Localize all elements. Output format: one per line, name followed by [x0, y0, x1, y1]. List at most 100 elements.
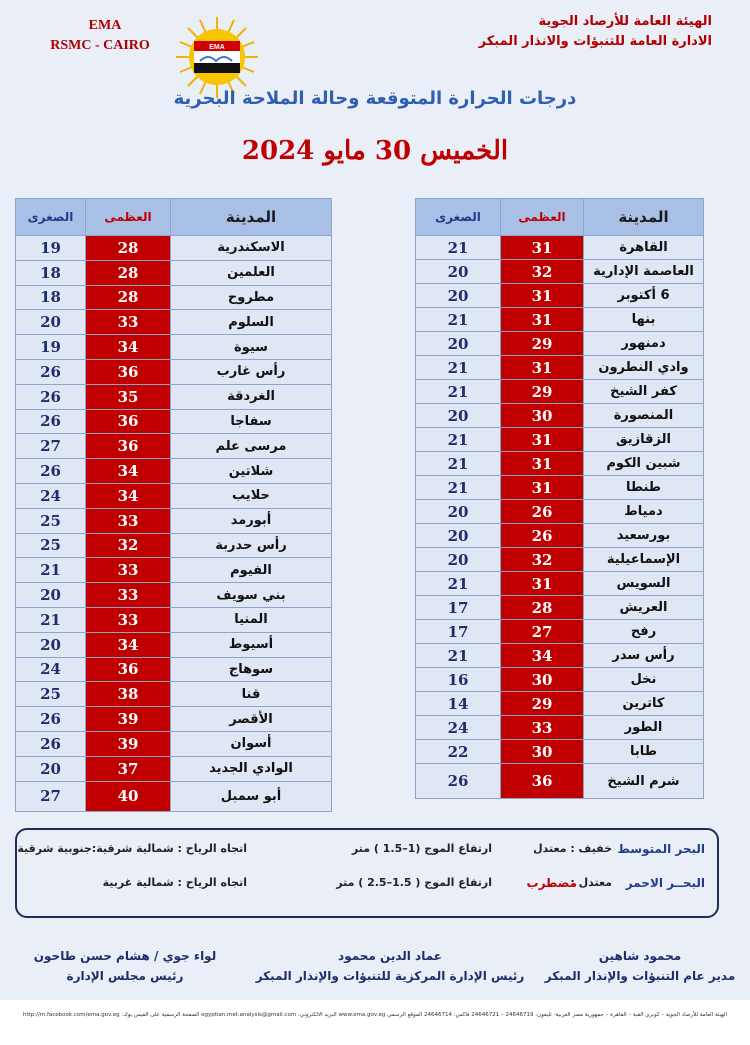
table-cell: دمياط [583, 499, 704, 524]
logo: EMA [176, 17, 258, 98]
table-row: رفح 27 17 [415, 619, 704, 644]
header-row: المدينة العظمى الصغرى [15, 198, 332, 236]
table-cell: سيوة [170, 334, 332, 360]
table-cell: 33 [85, 557, 171, 584]
table-cell: كفر الشيخ [583, 379, 704, 404]
table-row: رأس حدربة 32 25 [15, 532, 332, 559]
table-cell: 34 [85, 334, 171, 360]
column-header: الصغرى [15, 198, 86, 236]
table-cell: 37 [85, 755, 171, 782]
table-cell: 20 [415, 259, 501, 284]
table-cell: 25 [15, 532, 86, 559]
table-cell: 33 [85, 507, 171, 534]
table-row: دمنهور 29 20 [415, 331, 704, 356]
table-cell: 32 [500, 547, 584, 572]
table-cell: 33 [85, 309, 171, 336]
header-row: المدينة العظمى الصغرى [415, 198, 704, 236]
table-cell: 32 [500, 259, 584, 284]
column-header: الصغرى [415, 198, 501, 236]
table-cell: 34 [85, 458, 171, 484]
footer: الهيئة العامة للأرصاد الجوية – كوبري الق… [23, 1012, 727, 1018]
sea-name: البحــر الاحمر [625, 876, 705, 890]
table-cell: 26 [15, 706, 86, 732]
table-cell: السلوم [170, 309, 332, 336]
signature: لواء جوي / هشام حسن طاحون رئيس مجلس الإدا… [20, 946, 230, 986]
table-cell: 36 [85, 358, 171, 385]
table-cell: دمنهور [583, 331, 704, 356]
table-cell: 29 [500, 691, 584, 716]
table-cell: 25 [15, 681, 86, 708]
table-row: أبورمد 33 25 [15, 507, 332, 534]
table-row: وادي النطرون 31 21 [415, 355, 704, 380]
table-row: كفر الشيخ 29 21 [415, 379, 704, 404]
sig-name: محمود شاهين [598, 949, 682, 963]
table-cell: 24 [15, 656, 86, 683]
table-cell: 18 [15, 259, 86, 286]
sig-name: لواء جوي / هشام حسن طاحون [33, 949, 217, 963]
table-cell: 27 [15, 433, 86, 460]
table-row: سيوة 34 19 [15, 334, 332, 360]
table-cell: 27 [500, 619, 584, 644]
table-cell: 38 [85, 681, 171, 708]
table-cell: وادي النطرون [583, 355, 704, 380]
table-cell: بورسعيد [583, 523, 704, 548]
table-cell: 26 [15, 358, 86, 385]
table-cell: 20 [415, 331, 501, 356]
table-cell: 26 [415, 763, 501, 799]
table-cell: 27 [15, 780, 86, 812]
table-cell: 31 [500, 571, 584, 596]
table-row: قنا 38 25 [15, 681, 332, 708]
table-cell: أبو سمبل [170, 780, 332, 812]
table-cell: 36 [85, 408, 171, 435]
table-cell: رأس حدربة [170, 532, 332, 559]
sea-wind: اتجاه الرياح : شمالية شرقية:جنوبية شرقية [17, 842, 247, 855]
table-row: طابا 30 22 [415, 739, 704, 764]
table-row: الغردقة 35 26 [15, 383, 332, 410]
table-row: الأقصر 39 26 [15, 706, 332, 732]
page-body: EMA RSMC - CAIRO EMA الهيئة العامة للأرص… [0, 0, 750, 1000]
table-cell: 19 [15, 235, 86, 261]
table-cell: 34 [500, 643, 584, 668]
table-cell: الطور [583, 715, 704, 740]
table-cell: أبورمد [170, 507, 332, 534]
table-cell: 30 [500, 667, 584, 692]
sea-wave: ارتفاع الموج ( 1.5–2.5 ) متر [336, 876, 492, 889]
table-cell: 20 [415, 499, 501, 524]
table-cell: رفح [583, 619, 704, 644]
table-row: العريش 28 17 [415, 595, 704, 620]
table-cell: 28 [85, 235, 171, 261]
table-row: مطروح 28 18 [15, 284, 332, 311]
table-row: المنصورة 30 20 [415, 403, 704, 428]
table-cell: 26 [500, 499, 584, 524]
table-cell: العلمين [170, 259, 332, 286]
sig-name: عماد الدين محمود [338, 949, 442, 963]
table-cell: 21 [415, 379, 501, 404]
table-row: حلايب 34 24 [15, 482, 332, 509]
temperature-table: المدينة العظمى الصغرى القاهرة 31 21 العاصمة ال… [415, 198, 704, 799]
table-cell: بنها [583, 307, 704, 332]
table-cell: أسوان [170, 730, 332, 757]
table-cell: شبين الكوم [583, 451, 704, 476]
table-cell: 31 [500, 307, 584, 332]
table-row: سفاجا 36 26 [15, 408, 332, 435]
dept-ar: الادارة العامة للتنبؤات والانذار المبكر [478, 34, 712, 49]
table-cell: 31 [500, 355, 584, 380]
title: درجات الحرارة المتوقعة وحالة الملاحة الب… [173, 88, 577, 109]
sea-wind: اتجاه الرياح : شمالية غربية [102, 876, 247, 889]
table-row: المنيا 33 21 [15, 606, 332, 633]
column-header: العظمى [85, 198, 171, 236]
table-cell: 40 [85, 780, 171, 812]
table-cell: 21 [415, 355, 501, 380]
table-cell: كاترين [583, 691, 704, 716]
table-cell: 31 [500, 451, 584, 476]
table-cell: سوهاج [170, 656, 332, 683]
table-row: رأس سدر 34 21 [415, 643, 704, 668]
table-cell: 39 [85, 706, 171, 732]
table-cell: 34 [85, 482, 171, 509]
table-cell: 21 [415, 235, 501, 260]
table-cell: 31 [500, 235, 584, 260]
table-cell: 20 [415, 523, 501, 548]
table-cell: الوادي الجديد [170, 755, 332, 782]
table-cell: 35 [85, 383, 171, 410]
table-cell: 36 [500, 763, 584, 799]
